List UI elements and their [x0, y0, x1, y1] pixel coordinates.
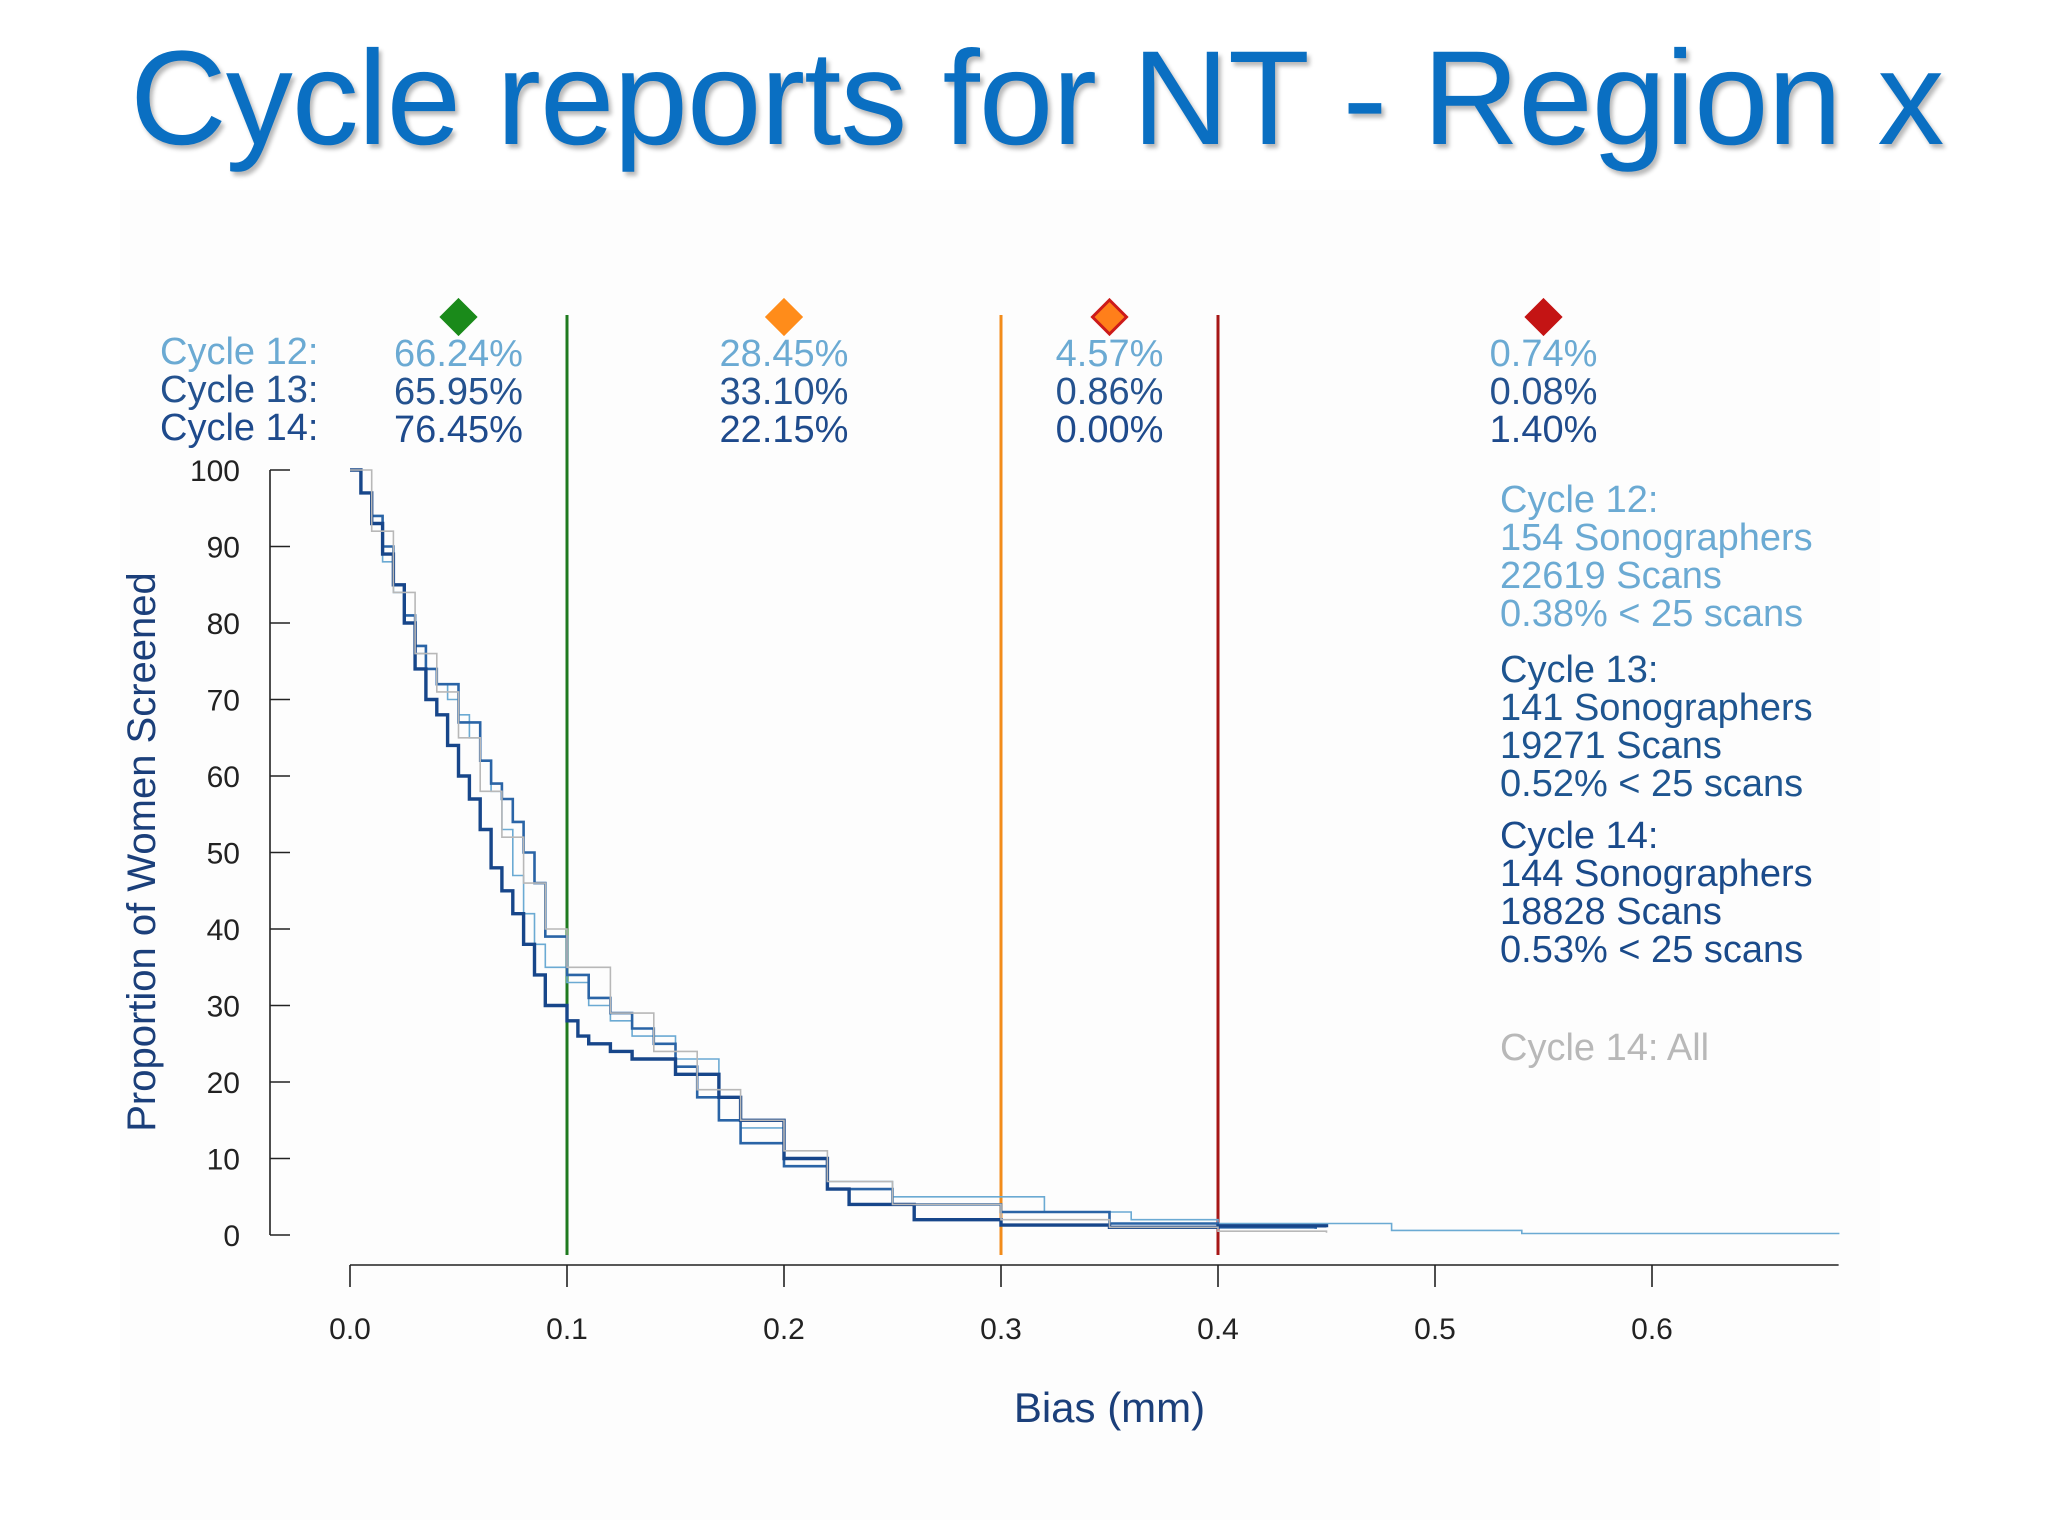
legend-line: 22619 Scans: [1500, 555, 1722, 597]
y-tick-label: 10: [207, 1144, 240, 1177]
y-axis-title: Proportion of Women Screened: [120, 572, 164, 1132]
y-tick-label: 50: [207, 838, 240, 871]
legend-line: Cycle 14: All: [1500, 1027, 1709, 1069]
band-value: 0.08%: [1490, 371, 1598, 413]
y-tick-label: 90: [207, 532, 240, 565]
x-tick-label: 0.1: [546, 1313, 588, 1346]
legend-line: Cycle 12:: [1500, 479, 1658, 521]
y-tick-label: 60: [207, 761, 240, 794]
band-row-label: Cycle 14:: [160, 407, 318, 449]
slide-title: Cycle reports for NT - Region x: [130, 24, 1944, 173]
band-value: 28.45%: [720, 333, 849, 375]
x-tick-label: 0.0: [329, 1313, 371, 1346]
band-value: 0.74%: [1490, 333, 1598, 375]
x-tick-label: 0.3: [980, 1313, 1022, 1346]
y-tick-label: 40: [207, 914, 240, 947]
x-tick-label: 0.5: [1414, 1313, 1456, 1346]
band-marker-diamond: [1524, 297, 1563, 337]
series-line-cycle-14-all: [350, 469, 1328, 1233]
y-tick-label: 80: [207, 608, 240, 641]
legend-line: 18828 Scans: [1500, 891, 1722, 933]
x-tick-label: 0.6: [1631, 1313, 1673, 1346]
band-value: 33.10%: [720, 371, 849, 413]
legend-line: 0.52% < 25 scans: [1500, 763, 1803, 805]
band-value: 0.00%: [1056, 409, 1164, 451]
band-value: 4.57%: [1056, 333, 1164, 375]
y-tick-label: 30: [207, 991, 240, 1024]
legend-line: 141 Sonographers: [1500, 687, 1813, 729]
legend-line: 0.38% < 25 scans: [1500, 593, 1803, 635]
band-value: 65.95%: [394, 371, 523, 413]
band-value: 66.24%: [394, 333, 523, 375]
y-tick-label: 0: [223, 1220, 240, 1253]
band-row-label: Cycle 12:: [160, 331, 318, 373]
band-value: 22.15%: [720, 409, 849, 451]
band-marker-diamond: [1090, 297, 1129, 337]
legend-line: Cycle 13:: [1500, 649, 1658, 691]
legend-line: 154 Sonographers: [1500, 517, 1813, 559]
legend-line: 144 Sonographers: [1500, 853, 1813, 895]
band-row-label: Cycle 13:: [160, 369, 318, 411]
x-axis-title: Bias (mm): [1014, 1384, 1205, 1431]
y-tick-label: 100: [190, 455, 240, 488]
band-value: 1.40%: [1490, 409, 1598, 451]
y-tick-label: 70: [207, 685, 240, 718]
x-tick-label: 0.2: [763, 1313, 805, 1346]
legend-line: 19271 Scans: [1500, 725, 1722, 767]
band-value: 76.45%: [394, 409, 523, 451]
legend-line: 0.53% < 25 scans: [1500, 929, 1803, 971]
band-marker-diamond: [764, 297, 804, 337]
band-value: 0.86%: [1056, 371, 1164, 413]
legend-line: Cycle 14:: [1500, 815, 1658, 857]
y-tick-label: 20: [207, 1067, 240, 1100]
band-marker-diamond: [439, 297, 478, 337]
x-tick-label: 0.4: [1197, 1313, 1239, 1346]
